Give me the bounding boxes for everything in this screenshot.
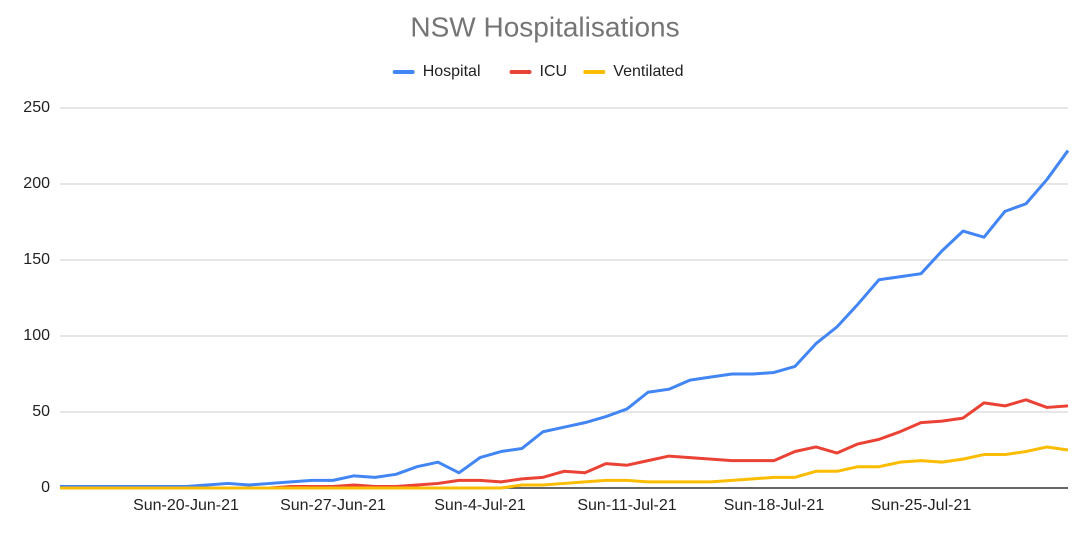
chart-title: NSW Hospitalisations: [410, 11, 679, 42]
x-tick-label: Sun-11-Jul-21: [577, 497, 676, 514]
x-tick-label: Sun-4-Jul-21: [434, 497, 526, 514]
y-tick-label: 100: [23, 327, 50, 344]
line-series: [60, 398, 1069, 490]
line-series: [60, 149, 1070, 488]
y-tick-label: 250: [23, 99, 50, 116]
y-tick-label: 150: [23, 251, 50, 268]
y-tick-label: 0: [41, 479, 50, 496]
legend-label: ICU: [540, 63, 568, 80]
x-tick-label: Sun-27-Jun-21: [280, 497, 386, 514]
x-tick-label: Sun-18-Jul-21: [724, 497, 825, 514]
x-tick-label: Sun-20-Jun-21: [133, 497, 239, 514]
x-tick-label: Sun-25-Jul-21: [871, 497, 972, 514]
legend-label: Ventilated: [613, 63, 683, 80]
y-tick-label: 200: [23, 175, 50, 192]
legend-label: Hospital: [423, 63, 481, 80]
y-tick-label: 50: [32, 403, 50, 420]
line-series: [60, 445, 1069, 490]
